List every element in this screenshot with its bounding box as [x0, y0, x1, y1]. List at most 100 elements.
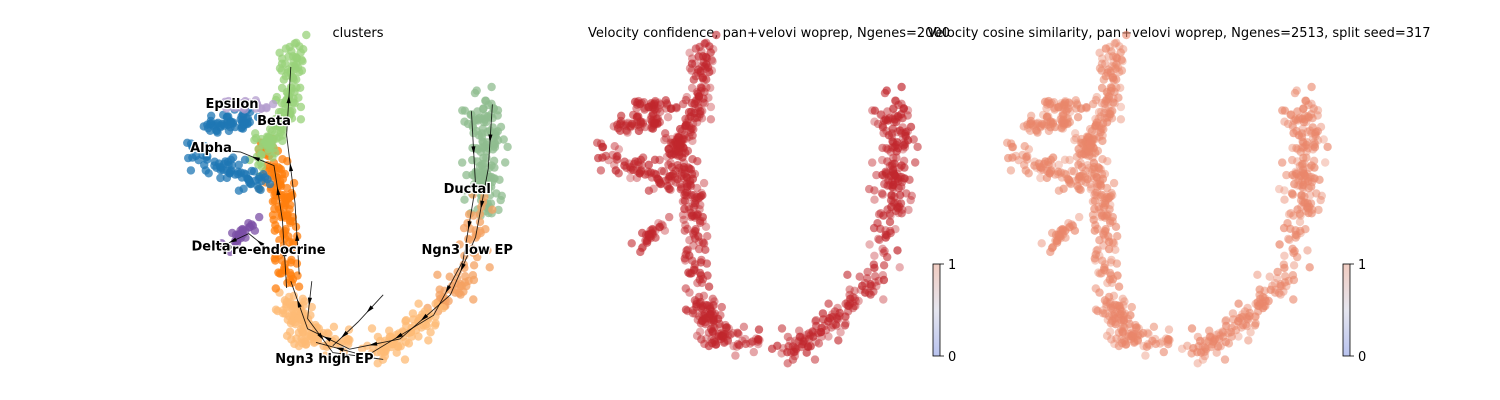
- cell-point: [1088, 99, 1098, 109]
- cell-point: [906, 195, 915, 205]
- cell-point: [1221, 317, 1230, 326]
- cell-point: [877, 189, 887, 198]
- cell-point: [1271, 285, 1280, 294]
- cell-point: [1289, 261, 1299, 270]
- cell-point: [1304, 144, 1313, 153]
- cell-point: [1284, 210, 1294, 219]
- cell-point: [1280, 278, 1290, 287]
- cell-point: [689, 75, 698, 84]
- cell-point: [294, 314, 303, 323]
- cell-point: [1026, 116, 1036, 126]
- cell-point: [1298, 177, 1307, 186]
- cell-point: [1046, 247, 1055, 257]
- velocity-arrowhead: [460, 263, 466, 272]
- cluster-label-alpha: Alpha: [190, 141, 232, 156]
- cell-point: [894, 113, 903, 122]
- cell-point: [883, 252, 892, 262]
- cell-point: [408, 309, 418, 318]
- cell-point: [1287, 110, 1296, 119]
- cell-point: [691, 59, 700, 68]
- cell-point: [735, 341, 744, 350]
- cell-point: [694, 52, 703, 61]
- cell-point: [1042, 173, 1052, 183]
- cell-point: [387, 342, 396, 352]
- cell-point: [878, 190, 887, 199]
- velocity-confidence-colorbar: 1 0: [932, 258, 956, 365]
- cell-point: [1098, 54, 1107, 63]
- cell-point: [882, 169, 891, 179]
- cell-point: [883, 157, 892, 166]
- cell-point: [1314, 205, 1323, 215]
- cell-point: [670, 173, 680, 182]
- cell-point: [1148, 336, 1157, 346]
- cell-point: [678, 99, 688, 109]
- cell-point: [1301, 96, 1311, 106]
- cell-point: [691, 200, 700, 210]
- cluster-label-ductal: Ductal: [444, 182, 491, 197]
- cell-point: [273, 245, 283, 254]
- cell-point: [720, 338, 729, 347]
- cell-point: [694, 232, 703, 241]
- cell-point: [283, 211, 292, 221]
- cell-point: [1054, 160, 1064, 169]
- cell-point: [431, 319, 440, 328]
- cell-point: [1036, 173, 1045, 183]
- cell-point: [1057, 117, 1067, 126]
- cell-point: [276, 212, 286, 222]
- cell-point: [741, 339, 750, 349]
- cell-point: [655, 223, 664, 232]
- cell-point: [693, 278, 702, 288]
- cell-point: [1104, 237, 1114, 246]
- cell-point: [1092, 246, 1101, 255]
- cell-point: [1102, 331, 1112, 340]
- cell-point: [470, 88, 480, 98]
- cell-point: [1104, 113, 1114, 122]
- cell-point: [749, 347, 758, 357]
- cell-point: [1116, 102, 1126, 112]
- cell-point: [900, 163, 909, 172]
- cell-point: [477, 129, 487, 138]
- cell-point: [654, 98, 664, 107]
- cell-point: [717, 328, 726, 338]
- cell-point: [686, 212, 696, 222]
- cell-point: [684, 202, 693, 212]
- cell-point: [1120, 297, 1129, 306]
- cell-point: [1071, 104, 1081, 113]
- cell-point: [1228, 309, 1238, 318]
- cell-point: [1076, 185, 1085, 195]
- cell-point: [726, 330, 735, 339]
- cell-point: [696, 200, 705, 210]
- cell-point: [1059, 169, 1069, 178]
- cell-point: [1096, 125, 1105, 135]
- cell-point: [385, 326, 394, 335]
- cell-point: [1094, 108, 1104, 117]
- cell-point: [697, 114, 707, 123]
- cell-point: [685, 205, 694, 214]
- cell-point: [662, 152, 672, 161]
- cell-point: [665, 172, 674, 182]
- cell-point: [458, 158, 467, 167]
- cell-point: [690, 263, 699, 272]
- cell-point: [707, 338, 717, 348]
- cell-point: [697, 84, 707, 93]
- cell-point: [414, 332, 423, 341]
- cosine-similarity-points: [1003, 30, 1332, 368]
- cell-point: [1278, 106, 1287, 115]
- cell-point: [1101, 225, 1110, 234]
- cell-point: [239, 100, 249, 110]
- cell-point: [681, 148, 690, 158]
- cell-point: [1295, 209, 1305, 219]
- cell-point: [1316, 122, 1326, 132]
- cell-point: [833, 315, 843, 324]
- cell-point: [494, 205, 503, 215]
- cell-point: [1097, 169, 1107, 179]
- cell-point: [896, 199, 906, 208]
- cell-point: [493, 106, 503, 115]
- cell-point: [1083, 132, 1092, 141]
- cell-point: [460, 186, 469, 195]
- cell-point: [680, 254, 689, 263]
- cell-point: [1254, 301, 1264, 311]
- cell-point: [1300, 178, 1310, 187]
- cell-point: [903, 106, 913, 115]
